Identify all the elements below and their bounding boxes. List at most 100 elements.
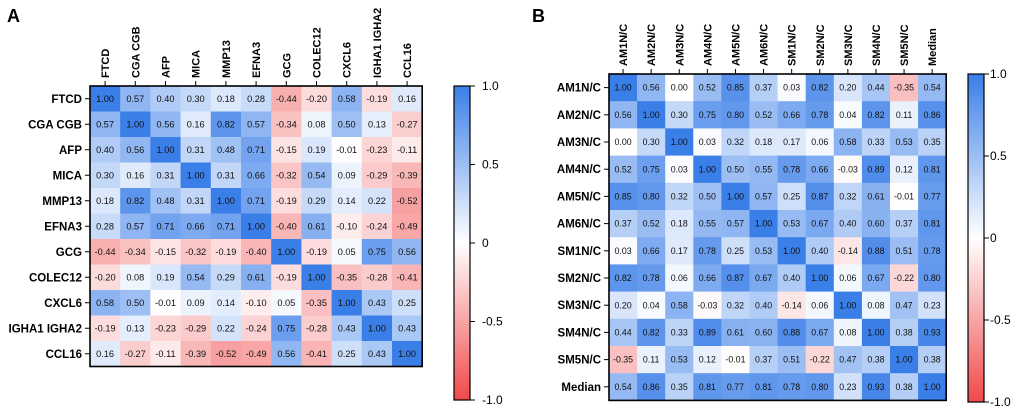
cell-value: 0.61	[727, 327, 744, 337]
cell-value: 0.82	[614, 273, 631, 283]
heatmap-cell	[890, 237, 919, 265]
heatmap-cell	[665, 210, 694, 238]
cell-value: 0.85	[614, 191, 631, 201]
cell-value: -0.20	[95, 272, 116, 282]
col-label: GCG	[281, 53, 293, 78]
heatmap-cell	[180, 111, 212, 138]
cell-value: 0.25	[398, 298, 416, 308]
cell-value: 1.00	[755, 219, 772, 229]
heatmap-cell	[721, 210, 750, 238]
heatmap-cell	[890, 74, 919, 102]
cell-value: 0.51	[895, 246, 912, 256]
cell-value: 0.52	[643, 219, 660, 229]
colorbar-tick-label: 1.0	[990, 67, 1007, 81]
cell-value: 0.50	[727, 164, 744, 174]
cell-value: 0.71	[247, 196, 265, 206]
cell-value: 0.58	[671, 300, 688, 310]
colorbar-tick-label: 0	[482, 236, 489, 250]
heatmap-cell	[361, 239, 393, 265]
cell-value: 0.86	[643, 382, 660, 392]
cell-value: 0.53	[755, 246, 772, 256]
heatmap-cell	[693, 182, 722, 211]
cell-value: 0.00	[614, 137, 631, 147]
heatmap-cell	[777, 155, 806, 184]
cell-value: -0.27	[397, 119, 418, 129]
cell-value: -0.15	[276, 145, 297, 155]
cell-value: 0.31	[187, 196, 205, 206]
cell-value: 0.67	[811, 327, 828, 337]
heatmap-frame	[608, 73, 948, 402]
heatmap-cell	[331, 213, 363, 240]
cell-value: -0.49	[397, 221, 418, 231]
heatmap-cell	[331, 264, 363, 291]
cell-value: 1.00	[895, 355, 912, 365]
row-label: GCG	[56, 247, 82, 259]
cell-value: -0.52	[215, 349, 236, 359]
cell-value: 0.40	[755, 300, 772, 310]
heatmap-cell	[150, 264, 181, 291]
heatmap-cell	[609, 101, 638, 129]
cell-value: 0.81	[755, 382, 772, 392]
cell-value: 0.82	[126, 196, 144, 206]
heatmap-cell	[271, 315, 302, 342]
cell-value: 1.00	[217, 196, 235, 206]
heatmap-cell	[777, 182, 806, 211]
heatmap-cell	[361, 213, 393, 240]
heatmap-cell	[150, 162, 181, 189]
heatmap-cell	[90, 162, 121, 189]
col-label: MMP13	[221, 40, 233, 78]
heatmap-cell	[301, 239, 332, 265]
heatmap-cell	[665, 318, 694, 347]
heatmap-cell	[271, 137, 302, 163]
cell-value: 0.37	[755, 355, 772, 365]
heatmap-cell	[361, 315, 393, 342]
col-label: AFP	[161, 56, 173, 78]
cell-value: 0.58	[96, 298, 114, 308]
cell-value: -0.39	[185, 349, 206, 359]
heatmap-cell	[301, 137, 332, 163]
cell-value: -0.03	[838, 164, 858, 174]
col-label: AM5N/C	[730, 24, 742, 66]
heatmap-cell	[665, 74, 694, 102]
cell-value: 0.66	[811, 164, 828, 174]
heatmap-cell	[637, 182, 666, 211]
cell-value: 0.66	[783, 110, 800, 120]
heatmap-cell	[150, 188, 181, 214]
cell-value: -0.24	[246, 323, 267, 333]
row-label: AFP	[59, 145, 82, 157]
colorbar-tick-label: 0.5	[482, 158, 499, 172]
col-label: SM5N/C	[899, 24, 911, 66]
heatmap-cell	[918, 318, 947, 347]
heatmap-cell	[210, 341, 242, 367]
cell-value: 0.40	[811, 246, 828, 256]
colorbar-tick-label: 0.5	[990, 149, 1007, 163]
cell-value: 0.32	[839, 191, 856, 201]
cell-value: 0.35	[671, 382, 688, 392]
row-label: IGHA1 IGHA2	[9, 323, 83, 335]
cell-value: 1.00	[308, 272, 326, 282]
heatmap-cell	[665, 264, 694, 292]
cell-value: 0.30	[643, 137, 660, 147]
cell-value: 0.23	[839, 382, 856, 392]
cell-value: 0.19	[308, 145, 326, 155]
heatmap-cell	[210, 290, 242, 316]
cell-value: 0.04	[839, 110, 856, 120]
cell-value: 0.78	[643, 273, 660, 283]
heatmap-cell	[331, 188, 363, 214]
cell-value: 0.71	[157, 221, 175, 231]
cell-value: -0.32	[276, 170, 297, 180]
cell-value: 0.31	[217, 170, 235, 180]
heatmap-cell	[833, 155, 863, 184]
cell-value: 0.50	[126, 298, 144, 308]
cell-value: 0.16	[398, 94, 416, 104]
heatmap-cell	[241, 315, 272, 342]
heatmap-cell	[749, 101, 778, 129]
cell-value: 0.00	[671, 83, 688, 93]
cell-value: 0.53	[783, 219, 800, 229]
heatmap-cell	[150, 290, 181, 316]
heatmap-cell	[693, 237, 722, 265]
heatmap-cell	[609, 74, 638, 102]
cell-value: 0.31	[157, 170, 175, 180]
heatmap-cell	[392, 188, 423, 214]
row-label: EFNA3	[44, 221, 82, 233]
